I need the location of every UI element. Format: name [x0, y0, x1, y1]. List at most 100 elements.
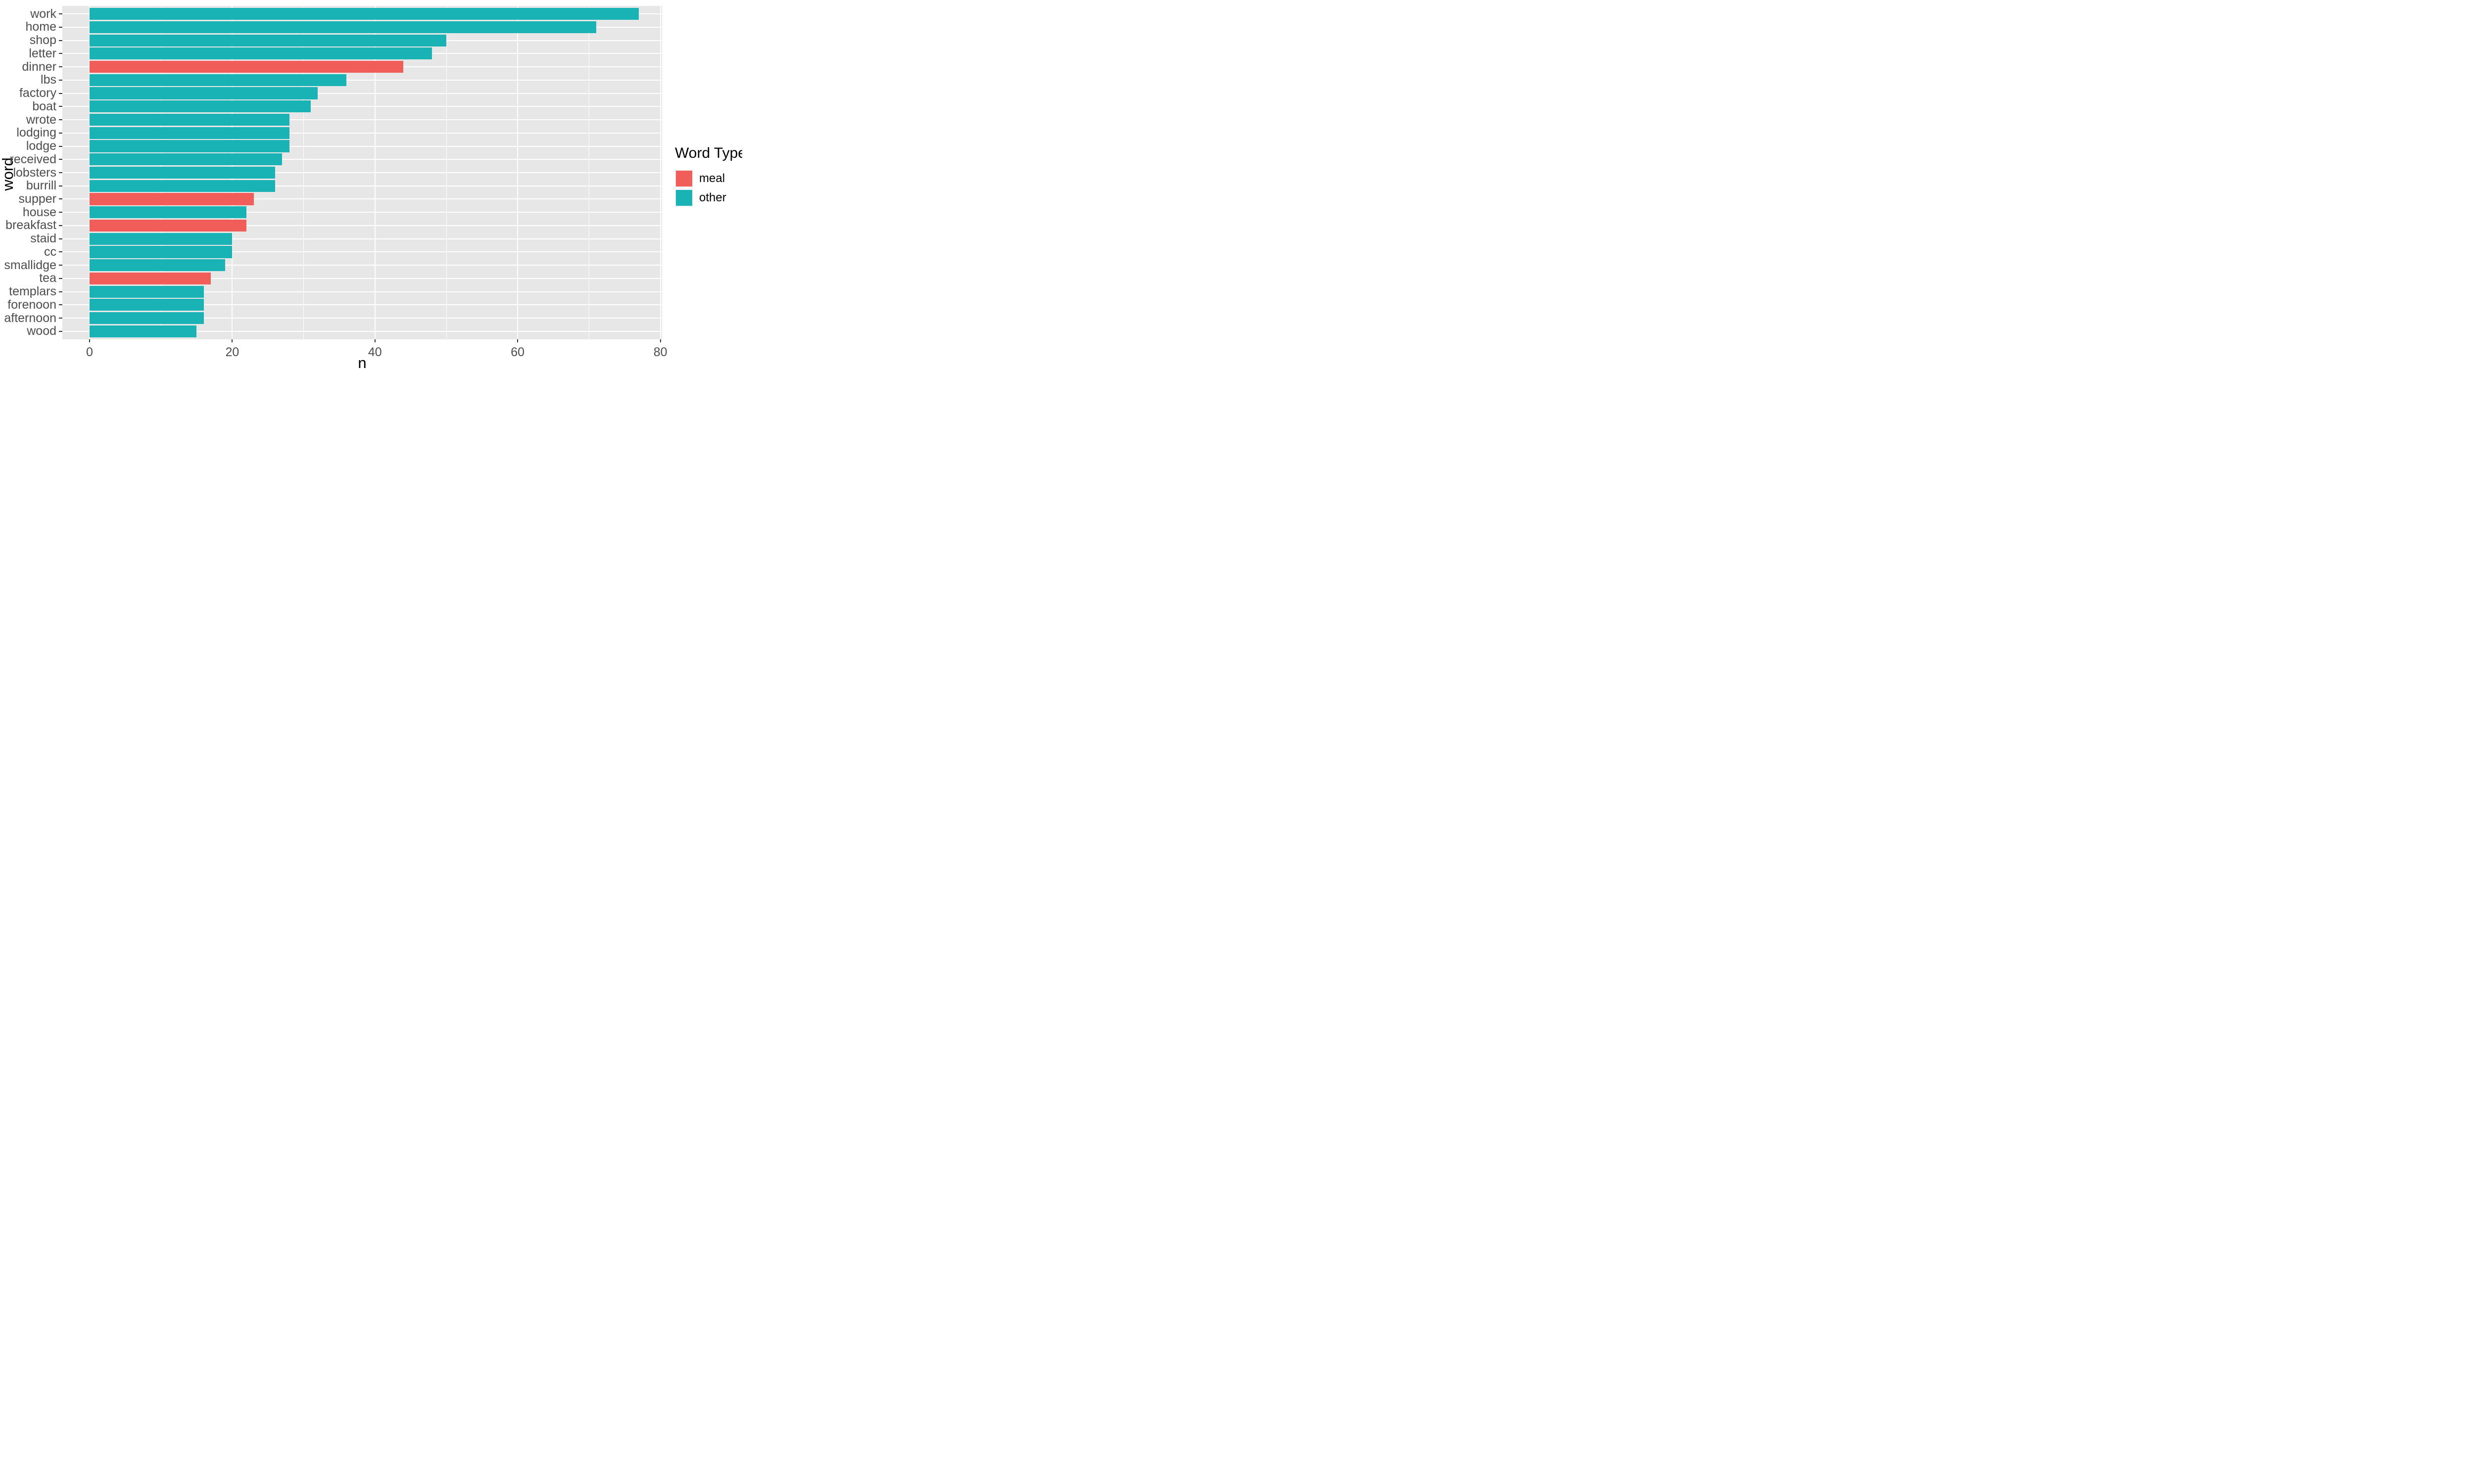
y-major-gridline — [62, 198, 662, 200]
legend-entry-label: meal — [699, 172, 725, 185]
y-major-gridline — [62, 225, 662, 226]
y-axis-tick — [59, 251, 62, 253]
y-axis-category-label: staid — [30, 232, 56, 246]
y-major-gridline — [62, 251, 662, 253]
y-axis-tick — [59, 79, 62, 81]
y-axis-category-label: cc — [44, 244, 56, 259]
y-axis-tick — [59, 13, 62, 15]
bar — [90, 206, 247, 219]
y-axis-tick — [59, 278, 62, 279]
bar — [90, 153, 283, 166]
y-axis-tick — [59, 318, 62, 319]
bar — [90, 259, 225, 272]
y-axis-category-label: dinner — [22, 59, 57, 74]
y-axis-tick — [59, 172, 62, 173]
bar — [90, 180, 275, 192]
y-major-gridline — [62, 159, 662, 160]
y-axis-category-label: supper — [18, 191, 56, 206]
y-major-gridline — [62, 106, 662, 107]
bar — [90, 246, 233, 258]
bar — [90, 113, 289, 126]
y-axis-category-label: lobsters — [13, 165, 56, 180]
y-major-gridline — [62, 93, 662, 94]
x-axis-tick — [374, 339, 376, 342]
y-major-gridline — [62, 132, 662, 134]
y-major-gridline — [62, 145, 662, 147]
y-axis-category-label: wood — [27, 324, 56, 338]
y-axis-tick — [59, 93, 62, 94]
bar — [90, 219, 247, 232]
bar — [90, 325, 197, 337]
bar — [90, 193, 254, 205]
x-axis-tick — [660, 339, 661, 342]
y-axis-tick — [59, 53, 62, 54]
y-axis-category-label: burrill — [26, 179, 56, 193]
plot-panel — [62, 6, 662, 339]
y-axis-tick — [59, 212, 62, 213]
y-axis-tick — [59, 26, 62, 28]
y-axis-category-label: work — [30, 6, 56, 21]
y-axis-category-label: received — [9, 152, 57, 166]
legend-entry: other — [675, 189, 742, 207]
y-axis-category-label: lodge — [26, 139, 56, 153]
y-axis-category-label: home — [25, 20, 56, 34]
bar — [90, 60, 404, 73]
bar-chart-figure: word work home shop letter dinner lbs factory b… — [0, 0, 742, 371]
legend-keys: meal other — [675, 170, 742, 207]
x-axis-tick-label: 80 — [653, 345, 667, 359]
y-axis-category-label: wrote — [26, 112, 56, 127]
legend-entry: meal — [675, 170, 742, 187]
x-axis-tick — [89, 339, 90, 342]
x-axis-tick — [232, 339, 233, 342]
bar — [90, 140, 289, 152]
x-axis-tick-label: 60 — [511, 345, 525, 359]
y-axis-category-label: shop — [29, 33, 56, 47]
x-axis-title: n — [358, 354, 367, 371]
y-major-gridline — [62, 265, 662, 266]
y-axis-tick — [59, 291, 62, 292]
y-axis-tick — [59, 330, 62, 332]
y-major-gridline — [62, 304, 662, 306]
bar — [90, 232, 233, 245]
x-axis-tick-label: 20 — [225, 345, 239, 359]
bar — [90, 312, 204, 325]
y-axis-category-label: lodging — [16, 126, 56, 140]
y-axis-category-label: tea — [39, 271, 56, 285]
y-axis-tick — [59, 238, 62, 239]
x-axis-tick — [517, 339, 519, 342]
y-major-gridline — [62, 119, 662, 121]
bar — [90, 87, 318, 99]
bar — [90, 285, 204, 298]
bar — [90, 272, 211, 284]
y-axis-category-label: factory — [19, 86, 56, 100]
legend-swatch-other — [675, 189, 693, 207]
y-axis-tick — [59, 119, 62, 121]
bar — [90, 8, 639, 20]
y-major-gridline — [62, 238, 662, 239]
y-axis-category-label: boat — [32, 99, 56, 113]
legend-title: Word Type — [675, 145, 742, 161]
y-major-gridline — [62, 278, 662, 279]
bar — [90, 34, 446, 46]
y-major-gridline — [62, 79, 662, 81]
bar — [90, 299, 204, 311]
y-axis-tick — [59, 304, 62, 306]
x-axis-tick-label: 40 — [368, 345, 382, 359]
y-axis-tick — [59, 145, 62, 147]
y-major-gridline — [62, 330, 662, 332]
y-axis-category-label: lbs — [41, 73, 56, 87]
x-axis-tick-label: 0 — [86, 345, 93, 359]
y-axis-category-label: afternoon — [4, 311, 56, 325]
y-axis-tick — [59, 198, 62, 200]
y-axis-tick — [59, 265, 62, 266]
legend: Word Type meal other — [675, 145, 742, 208]
bar — [90, 21, 596, 33]
bar — [90, 127, 289, 139]
y-axis-category-label: smallidge — [4, 258, 56, 272]
y-axis-category-label: letter — [29, 46, 56, 60]
y-axis-tick — [59, 40, 62, 41]
y-axis-category-label: house — [22, 205, 56, 219]
bar — [90, 47, 432, 60]
y-major-gridline — [62, 318, 662, 319]
y-axis-tick — [59, 106, 62, 107]
